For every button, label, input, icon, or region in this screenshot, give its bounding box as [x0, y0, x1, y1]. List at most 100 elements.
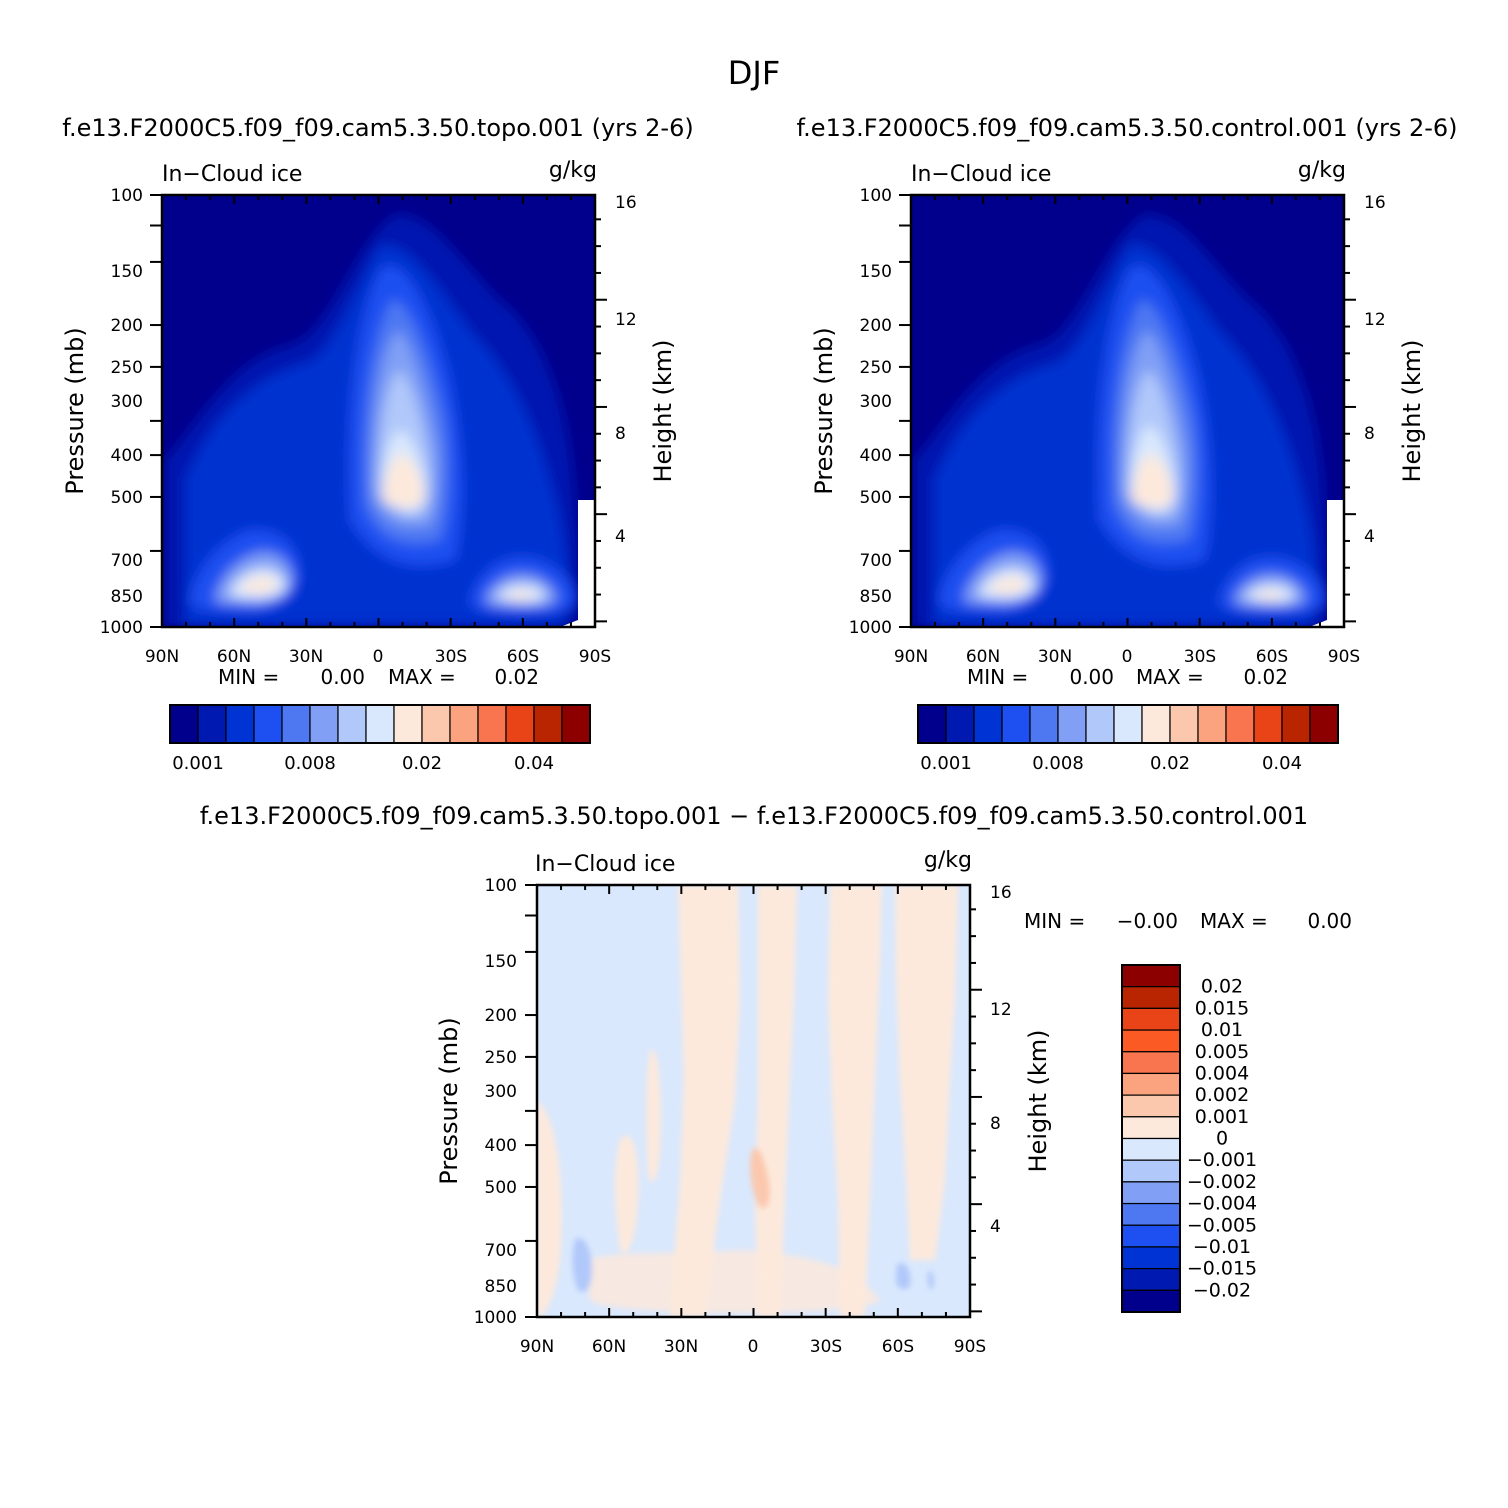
x-tick-label: 30N [1038, 647, 1072, 667]
panel-topo-field [162, 195, 595, 627]
y-tick-label: 850 [860, 587, 892, 607]
x-tick-label: 0 [373, 647, 384, 667]
colorbar-box [477, 704, 507, 744]
y2-tick-label: 16 [990, 883, 1012, 903]
x-tick-label: 30N [289, 647, 323, 667]
panel-topo-min-value: 0.00 [320, 665, 365, 689]
panel-control-ticks [899, 194, 1356, 628]
colorbar-label: −0.002 [1187, 1171, 1257, 1193]
panel-topo-max-label: MAX = [388, 665, 456, 689]
panel-topo-ylabel: Pressure (mb) [61, 327, 89, 494]
colorbar-label: 0.02 [402, 753, 442, 774]
y-tick-label: 250 [860, 358, 892, 378]
panel-topo-left-label: In−Cloud ice [162, 162, 302, 187]
colorbar-label: 0.04 [1262, 753, 1302, 774]
panel-control-field [911, 195, 1344, 627]
colorbar-box [1141, 704, 1171, 744]
colorbar-label: 0.02 [1150, 753, 1190, 774]
y-tick-label: 100 [860, 186, 892, 206]
y-tick-label: 200 [111, 316, 143, 336]
colorbar-label: −0.005 [1187, 1214, 1257, 1236]
colorbar-label: 0.015 [1195, 997, 1249, 1019]
colorbar-label: −0.01 [1193, 1236, 1251, 1258]
colorbar-label: 0.02 [1201, 976, 1243, 998]
x-tick-label: 90N [145, 647, 179, 667]
colorbar-label: 0.008 [1032, 753, 1084, 774]
panel-difference: f.e13.F2000C5.f09_f09.cam5.3.50.topo.001… [200, 802, 1352, 1357]
figure-title: DJF [728, 54, 780, 92]
y-tick-label: 500 [485, 1178, 517, 1198]
panel-topo: f.e13.F2000C5.f09_f09.cam5.3.50.topo.001… [61, 114, 694, 774]
y2-tick-label: 4 [1364, 527, 1375, 547]
y2-tick-label: 12 [990, 1000, 1012, 1020]
colorbar-label: 0.001 [172, 753, 224, 774]
x-tick-label: 60N [217, 647, 251, 667]
y-tick-label: 150 [860, 262, 892, 282]
colorbar-box [197, 704, 227, 744]
x-tick-label: 60S [507, 647, 539, 667]
colorbar-box [253, 704, 283, 744]
panel-topo-max-value: 0.02 [494, 665, 539, 689]
colorbar-box [1169, 704, 1199, 744]
colorbar-label: 0.004 [1195, 1062, 1249, 1084]
colorbar-box [1029, 704, 1059, 744]
y-tick-label: 300 [860, 392, 892, 412]
colorbar-label: 0.002 [1195, 1084, 1249, 1106]
panel-control-title: f.e13.F2000C5.f09_f09.cam5.3.50.control.… [796, 114, 1457, 142]
panel-difference-colorbar: 0.020.0150.010.0050.0040.0020.0010−0.001… [1121, 964, 1257, 1313]
colorbar-box [281, 704, 311, 744]
panel-topo-title: f.e13.F2000C5.f09_f09.cam5.3.50.topo.001… [62, 114, 693, 142]
colorbar-box [1121, 1181, 1181, 1205]
panel-difference-ticks [525, 884, 982, 1318]
panel-difference-ylabel: Pressure (mb) [435, 1017, 463, 1184]
colorbar-label: −0.02 [1193, 1279, 1251, 1301]
x-tick-label: 60S [1256, 647, 1288, 667]
panel-control-y2label: Height (km) [1398, 340, 1426, 483]
x-tick-label: 60N [966, 647, 1000, 667]
colorbar-box [1225, 704, 1255, 744]
x-tick-label: 30N [664, 1337, 698, 1357]
colorbar-box [917, 704, 947, 744]
panel-topo-units: g/kg [549, 158, 597, 183]
colorbar-label: 0.04 [514, 753, 554, 774]
colorbar-label: 0 [1216, 1128, 1228, 1150]
x-tick-label: 90N [894, 647, 928, 667]
panel-difference-max-label: MAX = [1200, 909, 1268, 933]
colorbar-box [309, 704, 339, 744]
x-tick-label: 30S [435, 647, 467, 667]
colorbar-box [533, 704, 563, 744]
y-tick-label: 700 [860, 551, 892, 571]
y-tick-label: 1000 [849, 618, 892, 638]
colorbar-outline [1121, 964, 1181, 1313]
colorbar-box [1121, 1268, 1181, 1291]
colorbar-label: 0.01 [1201, 1019, 1243, 1041]
x-tick-label: 90S [1328, 647, 1360, 667]
y-tick-label: 100 [111, 186, 143, 206]
colorbar-box [449, 704, 479, 744]
panel-topo-min-label: MIN = [218, 665, 279, 689]
colorbar-box [1121, 1007, 1181, 1031]
y-tick-label: 400 [860, 446, 892, 466]
x-tick-label: 60S [882, 1337, 914, 1357]
panel-difference-tick-labels: 90N 60N 30N 0 30S 60S 90S 100 150 200 25… [474, 876, 1012, 1357]
y-tick-label: 200 [860, 316, 892, 336]
y-tick-label: 1000 [474, 1308, 517, 1328]
y-tick-label: 250 [111, 358, 143, 378]
y2-tick-label: 16 [615, 193, 637, 213]
panel-topo-colorbar: 0.001 0.008 0.02 0.04 [169, 704, 591, 774]
x-tick-label: 0 [748, 1337, 759, 1357]
colorbar-box [1121, 1116, 1181, 1140]
y2-tick-label: 12 [615, 310, 637, 330]
colorbar-box [337, 704, 367, 744]
y2-tick-label: 8 [1364, 424, 1375, 444]
panel-difference-units: g/kg [924, 848, 972, 873]
y-tick-label: 200 [485, 1006, 517, 1026]
x-tick-label: 90N [520, 1337, 554, 1357]
colorbar-box [1281, 704, 1311, 744]
colorbar-box [505, 704, 535, 744]
panel-control-ylabel: Pressure (mb) [810, 327, 838, 494]
y-tick-label: 250 [485, 1048, 517, 1068]
y-tick-label: 500 [860, 488, 892, 508]
colorbar-box [1253, 704, 1283, 744]
